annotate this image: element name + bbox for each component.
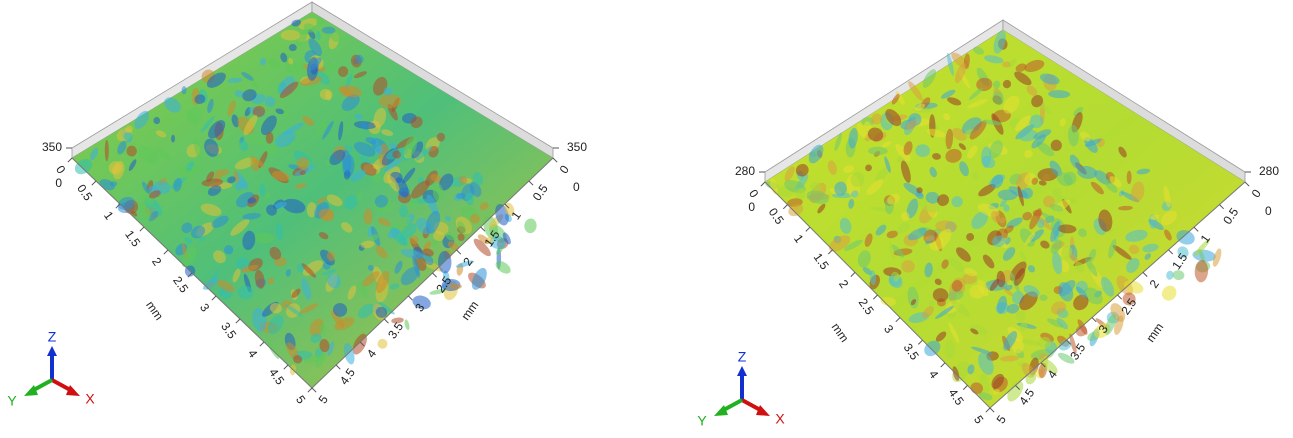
axis-tick (941, 363, 945, 367)
axis-unit: mm (143, 298, 166, 322)
axis-tick (1169, 250, 1173, 254)
surface-texture (281, 30, 301, 41)
axis-tick-label: 3 (881, 322, 896, 336)
axis-unit: mm (829, 320, 852, 344)
axis-tick (761, 182, 765, 186)
axis-tick (1118, 295, 1122, 299)
triad-z-head (47, 346, 57, 356)
surface-texture (1159, 283, 1179, 304)
axis-tick-label: 2 (1147, 277, 1162, 291)
surface-views: 3500350000.511.522.533.544.55mm00.511.52… (0, 0, 1293, 438)
axis-tick (260, 342, 264, 346)
axis-tick (457, 250, 461, 254)
axis-tick (963, 385, 967, 389)
z-max-label: 350 (567, 140, 587, 154)
axis-tick (990, 408, 994, 412)
axis-tick-label: 4 (245, 347, 260, 361)
axis-tick (164, 250, 168, 254)
axis-triad: Z X Y (7, 329, 95, 409)
axis-unit: mm (458, 298, 481, 322)
z-min-label: 0 (573, 180, 580, 194)
triad-y-label: Y (7, 393, 17, 409)
axis-tick (1194, 227, 1198, 231)
surface-texture (493, 258, 513, 276)
axis-tick-label: 2 (149, 255, 164, 269)
z-max-label: 280 (1259, 164, 1279, 178)
axis-tick (873, 295, 877, 299)
triad-z-head (737, 366, 747, 376)
axis-tick-label: 0 (746, 187, 761, 201)
axis-tick (236, 319, 240, 323)
axis-tick (312, 388, 316, 392)
triad-z-label: Z (48, 329, 57, 345)
axis-tick-label: 4 (926, 368, 941, 382)
axis-tick (1245, 182, 1249, 186)
axis-tick-label: 4 (364, 347, 379, 361)
surface-panel: 2800280000.511.522.533.544.55mm00.511.52… (697, 20, 1279, 429)
axis-tick (408, 296, 412, 300)
axis-tick (92, 181, 96, 185)
z-min-label: 0 (1265, 204, 1272, 218)
axis-tick-label: 3 (197, 301, 212, 315)
axis-tick-label: 5 (994, 413, 1009, 427)
axis-tick (1092, 318, 1096, 322)
axis-tick (140, 227, 144, 231)
z-min-label: 0 (55, 176, 62, 190)
triad-z-label: Z (738, 349, 747, 365)
axis-tick (783, 205, 787, 209)
axis-tick (918, 340, 922, 344)
axis-tick-label: 1 (101, 209, 116, 223)
axis-tick (553, 158, 557, 162)
axis-tick (851, 272, 855, 276)
axis-tick-label: 1 (791, 232, 806, 246)
axis-tick-label: 0 (1249, 187, 1264, 201)
axis-tick-label: 1 (1198, 232, 1213, 246)
axis-tick-label: 0 (557, 163, 572, 177)
triad-x-label: X (85, 391, 95, 407)
axis-tick (336, 365, 340, 369)
axis-tick (896, 318, 900, 322)
axis-tick (212, 296, 216, 300)
axis-tick-label: 2 (836, 277, 851, 291)
axis-tick (284, 365, 288, 369)
triad-y-label: Y (697, 413, 707, 429)
axis-tick-label: 5 (316, 393, 331, 407)
axis-tick (384, 319, 388, 323)
axis-tick (433, 273, 437, 277)
surface-texture (1166, 270, 1174, 280)
surface-panel: 3500350000.511.522.533.544.55mm00.511.52… (7, 2, 587, 409)
surface-texture (524, 218, 538, 234)
axis-tick (308, 388, 312, 392)
z-min-label: 0 (748, 200, 755, 214)
axis-tick (806, 227, 810, 231)
axis-tick (986, 408, 990, 412)
triad-x-label: X (775, 411, 785, 427)
axis-unit: mm (1143, 320, 1166, 344)
axis-tick (1220, 205, 1224, 209)
z-max-label: 350 (42, 140, 62, 154)
surface-texture (375, 337, 389, 351)
axis-tick (1143, 272, 1147, 276)
axis-tick-label: 5 (971, 413, 986, 427)
axis-triad: Z X Y (697, 349, 785, 429)
axis-tick (68, 158, 72, 162)
axis-tick-label: 0 (53, 163, 68, 177)
axis-tick-label: 5 (293, 393, 308, 407)
axis-tick (529, 181, 533, 185)
z-max-label: 280 (735, 164, 755, 178)
